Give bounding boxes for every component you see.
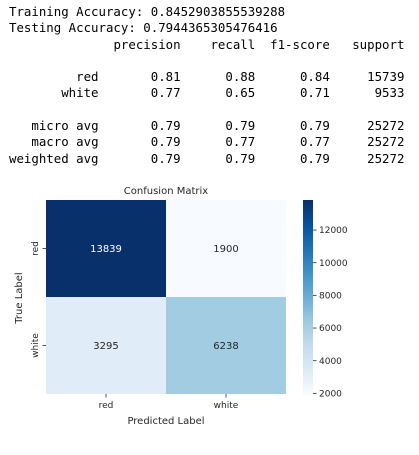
x-axis-label: Predicted Label [127, 416, 204, 427]
report-cell: 0.79 [299, 118, 330, 134]
report-cell: 0.79 [150, 134, 181, 150]
report-row-white: white 0.77 0.65 0.71 9533 [9, 85, 404, 101]
heatmap-cell [166, 200, 286, 297]
report-row-label: macro avg [31, 134, 99, 150]
heatmap-cell-value: 13839 [90, 244, 122, 255]
report-cell: 25272 [367, 150, 405, 166]
testing-accuracy-line: Testing Accuracy: 0.7944365305476416 [9, 20, 404, 36]
chart-title: Confusion Matrix [124, 186, 208, 197]
colorbar-tick-label: 10000 [319, 259, 348, 269]
testing-accuracy-label: Testing Accuracy: [9, 20, 136, 36]
heatmap-cell [46, 200, 166, 297]
testing-accuracy-value: 0.7944365305476416 [143, 20, 278, 36]
heatmap-cell-value: 3295 [93, 341, 118, 352]
y-tick-label: white [31, 333, 41, 358]
heatmap-cells [46, 200, 286, 394]
training-accuracy-value: 0.8452903855539288 [150, 4, 286, 19]
report-cell: 0.71 [299, 85, 330, 101]
colorbar-tick-label: 6000 [319, 324, 342, 334]
report-cell: 15739 [367, 69, 405, 85]
x-axis-ticks: red white [99, 394, 239, 411]
report-cell: 0.81 [150, 69, 181, 85]
report-row-weighted-avg: weighted avg 0.79 0.79 0.79 25272 [9, 151, 404, 167]
colorbar [303, 200, 313, 395]
heatmap-cell-value: 6238 [213, 341, 238, 352]
report-row-label: red [76, 69, 99, 85]
x-tick-label: red [99, 401, 114, 411]
report-header-row: precision recall f1-score support [9, 37, 404, 53]
report-cell: 0.79 [150, 118, 181, 134]
heatmap-annotations: 13839 1900 3295 6238 [90, 244, 239, 352]
heatmap-cell [166, 297, 286, 394]
y-tick-label: red [31, 241, 41, 256]
y-axis-ticks: red white [31, 241, 46, 358]
report-cell: 25272 [367, 134, 405, 150]
report-row-micro-avg: micro avg 0.79 0.79 0.79 25272 [9, 118, 404, 134]
report-cell: 0.79 [225, 118, 256, 134]
colorbar-tick-label: 8000 [319, 292, 342, 302]
report-cell: 9533 [374, 85, 405, 101]
report-cell: 0.77 [299, 134, 330, 150]
blank-line [9, 53, 404, 69]
blank-line [9, 102, 404, 118]
report-cell: 0.88 [225, 69, 256, 85]
report-row-macro-avg: macro avg 0.79 0.77 0.77 25272 [9, 134, 404, 150]
report-cell: 0.79 [150, 150, 181, 166]
training-accuracy-line: Training Accuracy: 0.8452903855539288 [9, 4, 404, 20]
classification-report: Training Accuracy: 0.8452903855539288 Tes… [9, 4, 404, 167]
report-row-label: white [61, 85, 99, 101]
report-col-header: f1-score [270, 36, 330, 52]
heatmap-cell [46, 297, 166, 394]
heatmap-cell-value: 1900 [213, 244, 238, 255]
report-row-red: red 0.81 0.88 0.84 15739 [9, 69, 404, 85]
x-tick-label: white [214, 401, 239, 411]
report-cell: 0.65 [225, 85, 256, 101]
report-col-header: support [352, 36, 405, 52]
confusion-matrix-chart: Confusion Matrix 13839 1900 3295 6238 red wh… [14, 186, 348, 427]
colorbar-ticks: 2000 4000 6000 8000 10000 12000 [313, 226, 348, 400]
report-cell: 0.79 [225, 150, 256, 166]
report-cell: 0.84 [299, 69, 330, 85]
report-row-label: weighted avg [9, 150, 99, 166]
report-cell: 0.79 [299, 150, 330, 166]
report-col-header: recall [210, 36, 256, 52]
report-row-label: micro avg [31, 118, 99, 134]
training-accuracy-label: Training Accuracy: [9, 4, 144, 19]
colorbar-tick-label: 12000 [319, 226, 348, 236]
report-cell: 0.77 [150, 85, 181, 101]
report-col-header: precision [113, 36, 181, 52]
y-axis-label: True Label [14, 272, 25, 324]
report-cell: 25272 [367, 118, 405, 134]
report-cell: 0.77 [225, 134, 256, 150]
colorbar-tick-label: 2000 [319, 390, 342, 400]
colorbar-tick-label: 4000 [319, 357, 342, 367]
